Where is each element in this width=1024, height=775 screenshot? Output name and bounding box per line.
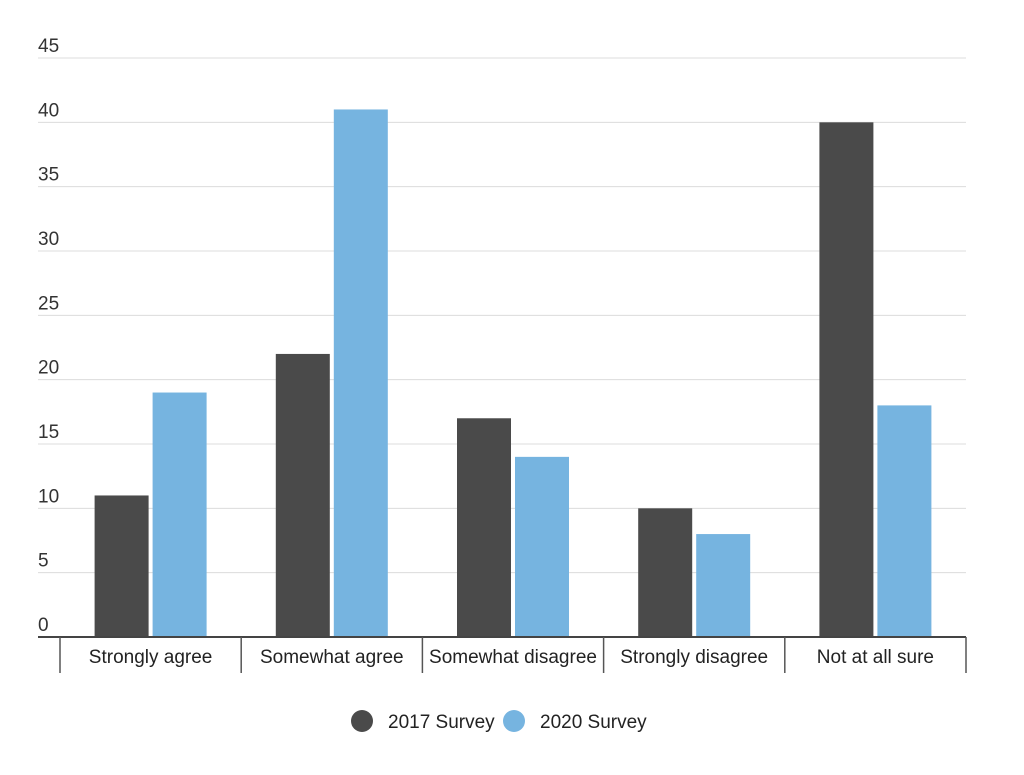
bar-2017-survey-1 bbox=[275, 353, 330, 637]
legend: 2017 Survey 2020 Survey bbox=[351, 710, 647, 733]
y-tick-label: 10 bbox=[38, 486, 59, 507]
x-category-label: Strongly disagree bbox=[620, 647, 768, 668]
bar-2020-survey-2 bbox=[515, 456, 569, 637]
legend-label: 2020 Survey bbox=[540, 712, 647, 733]
y-tick-label: 20 bbox=[38, 358, 59, 379]
x-category-label: Strongly agree bbox=[89, 647, 213, 668]
bars bbox=[94, 109, 932, 638]
y-tick-label: 35 bbox=[38, 165, 59, 186]
y-tick-label: 0 bbox=[38, 615, 49, 636]
y-axis-tick-labels: 0 5 10 15 20 25 30 35 40 45 bbox=[38, 36, 59, 636]
y-tick-label: 15 bbox=[38, 422, 59, 443]
bar-2020-survey-3 bbox=[696, 534, 751, 637]
bar-2017-survey-3 bbox=[638, 508, 693, 637]
y-tick-label: 30 bbox=[38, 229, 59, 250]
x-category-label: Somewhat agree bbox=[260, 647, 404, 668]
bar-2020-survey-0 bbox=[152, 392, 207, 637]
y-tick-label: 40 bbox=[38, 100, 59, 121]
bar-2020-survey-1 bbox=[333, 109, 388, 637]
bar-2017-survey-2 bbox=[457, 418, 511, 637]
x-axis-category-labels: Strongly agree Somewhat agree Somewhat dis… bbox=[89, 647, 934, 668]
x-category-label: Somewhat disagree bbox=[429, 647, 597, 668]
bar-2017-survey-0 bbox=[94, 495, 149, 637]
x-category-label: Not at all sure bbox=[817, 647, 934, 668]
bar-2017-survey-4 bbox=[819, 122, 874, 638]
y-tick-label: 45 bbox=[38, 36, 59, 57]
y-tick-label: 5 bbox=[38, 551, 49, 572]
legend-swatch bbox=[503, 710, 525, 732]
bar-2020-survey-4 bbox=[877, 405, 932, 637]
legend-swatch bbox=[351, 710, 373, 732]
x-axis bbox=[38, 636, 967, 673]
y-tick-label: 25 bbox=[38, 293, 59, 314]
legend-label: 2017 Survey bbox=[388, 712, 495, 733]
